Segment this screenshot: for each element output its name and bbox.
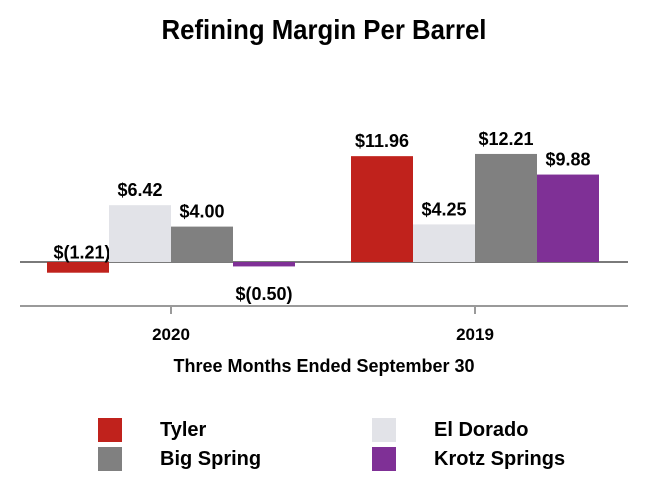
data-label-tyler-2019: $11.96 [355,131,409,151]
legend-label-tyler: Tyler [160,418,207,441]
legend-swatch-krotz-springs [372,447,396,471]
legend-item-big-spring: Big Spring [98,447,261,471]
legend-label-krotz-springs: Krotz Springs [434,447,566,470]
legend-label-el-dorado: El Dorado [434,418,529,441]
bar-tyler-2020 [47,262,109,273]
legend: Tyler El Dorado Big Spring Krotz Springs [0,414,648,474]
bar-el-dorado-2019 [413,224,475,262]
data-label-krotz-springs-2020: $(0.50) [235,284,292,304]
bar-tyler-2019 [351,156,413,262]
bar-chart: 2020 $(1.21) $6.42 $4.00 $(0.50) 2019 $11.96 $4… [20,129,628,344]
data-label-tyler-2020: $(1.21) [53,243,110,263]
x-tick-label-2020: 2020 [152,325,190,344]
legend-swatch-big-spring [98,447,122,471]
legend-label-big-spring: Big Spring [160,447,262,470]
data-label-big-spring-2020: $4.00 [179,202,224,222]
data-label-el-dorado-2019: $4.25 [421,199,466,219]
data-label-big-spring-2019: $12.21 [478,129,533,149]
bar-krotz-springs-2020 [233,262,295,267]
legend-swatch-el-dorado [372,418,396,442]
bar-big-spring-2020 [171,226,233,262]
legend-item-krotz-springs: Krotz Springs [372,447,565,471]
bar-krotz-springs-2019 [537,174,599,262]
data-label-krotz-springs-2019: $9.88 [545,150,590,170]
legend-item-tyler: Tyler [98,418,206,442]
data-label-el-dorado-2020: $6.42 [117,180,162,200]
legend-swatch-tyler [98,418,122,442]
x-axis-label: Three Months Ended September 30 [173,356,475,376]
chart-title: Refining Margin Per Barrel [161,14,487,45]
legend-item-el-dorado: El Dorado [372,418,528,442]
x-tick-label-2019: 2019 [456,325,494,344]
bar-el-dorado-2020 [109,205,171,262]
bar-big-spring-2019 [475,153,537,262]
